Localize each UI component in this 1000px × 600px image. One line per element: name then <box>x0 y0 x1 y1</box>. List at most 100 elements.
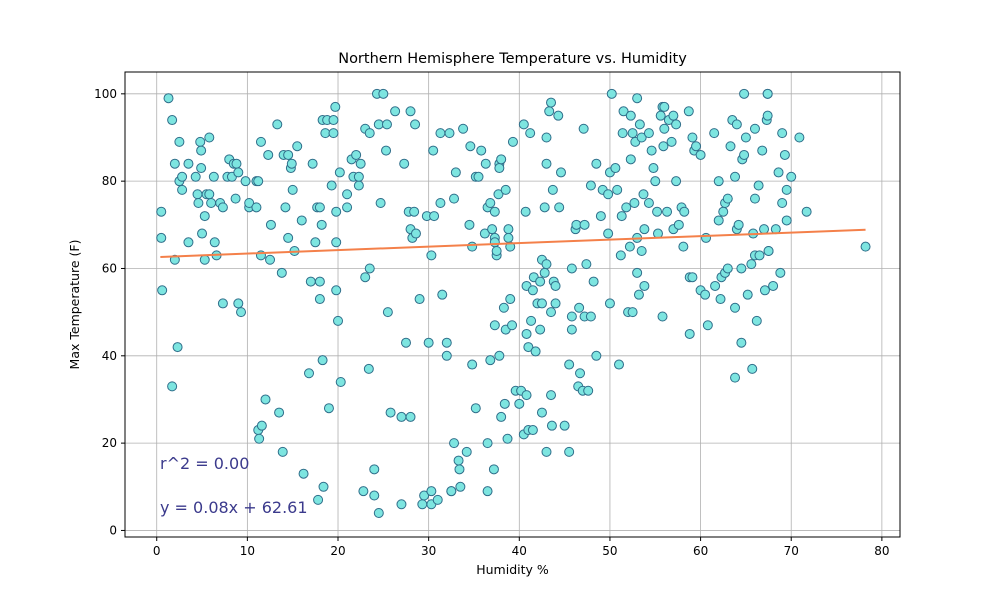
data-point <box>730 302 741 313</box>
data-point <box>435 197 446 208</box>
data-point <box>426 250 437 261</box>
data-point <box>236 307 247 318</box>
data-point <box>381 119 392 130</box>
data-point <box>536 298 547 309</box>
data-point <box>446 486 457 497</box>
data-point <box>283 149 294 160</box>
y-tick-label: 20 <box>102 436 117 450</box>
data-point <box>499 398 510 409</box>
data-point <box>666 136 677 147</box>
data-point <box>405 106 416 117</box>
data-point <box>414 294 425 305</box>
data-point <box>643 128 654 139</box>
data-point <box>482 438 493 449</box>
data-point <box>183 158 194 169</box>
data-point <box>331 285 342 296</box>
data-point <box>763 246 774 257</box>
data-point <box>419 490 430 501</box>
data-point <box>287 184 298 195</box>
data-point <box>449 193 460 204</box>
data-point <box>521 390 532 401</box>
data-point <box>286 158 297 169</box>
data-point <box>263 149 274 160</box>
data-point <box>553 110 564 121</box>
x-tick-label: 80 <box>874 544 889 558</box>
data-point <box>627 128 638 139</box>
data-point <box>786 171 797 182</box>
data-point <box>564 446 575 457</box>
data-point <box>503 224 514 235</box>
data-point <box>781 215 792 226</box>
data-point <box>546 97 557 108</box>
data-point <box>296 215 307 226</box>
data-point <box>333 315 344 326</box>
data-point <box>566 311 577 322</box>
data-point <box>485 355 496 366</box>
data-point <box>328 115 339 126</box>
data-point <box>768 280 779 291</box>
data-point <box>409 206 420 217</box>
data-point <box>382 307 393 318</box>
data-point <box>342 202 353 213</box>
data-point <box>801 206 812 217</box>
data-point <box>500 184 511 195</box>
data-point <box>455 481 466 492</box>
data-point <box>555 167 566 178</box>
data-point <box>323 403 334 414</box>
data-point <box>260 394 271 405</box>
data-point <box>541 158 552 169</box>
data-point <box>777 128 788 139</box>
data-point <box>546 390 557 401</box>
data-point <box>746 259 757 270</box>
data-point <box>190 171 201 182</box>
data-point <box>736 263 747 274</box>
data-point <box>342 189 353 200</box>
data-point <box>633 289 644 300</box>
data-point <box>718 206 729 217</box>
data-point <box>550 280 561 291</box>
data-point <box>571 219 582 230</box>
data-point <box>441 350 452 361</box>
data-point <box>546 307 557 318</box>
data-point <box>283 232 294 243</box>
axis-ticks: 0 10 20 30 40 50 60 70 80 0 20 40 60 80 100 <box>94 87 889 558</box>
data-point <box>742 289 753 300</box>
data-point <box>231 158 242 169</box>
data-point <box>410 228 421 239</box>
data-point <box>702 320 713 331</box>
data-point <box>479 228 490 239</box>
data-point <box>616 211 627 222</box>
data-point <box>643 197 654 208</box>
y-tick-label: 100 <box>94 87 117 101</box>
data-point <box>578 123 589 134</box>
data-point <box>595 211 606 222</box>
data-point <box>177 184 188 195</box>
data-point <box>378 88 389 99</box>
data-point <box>713 215 724 226</box>
data-point <box>588 276 599 287</box>
data-point <box>292 141 303 152</box>
data-point <box>253 176 264 187</box>
data-point <box>527 285 538 296</box>
data-point <box>634 119 645 130</box>
data-point <box>535 324 546 335</box>
data-point <box>671 176 682 187</box>
data-point <box>280 202 291 213</box>
data-point <box>305 276 316 287</box>
data-point <box>482 486 493 497</box>
data-point <box>480 158 491 169</box>
data-point <box>169 254 180 265</box>
y-tick-label: 60 <box>102 261 117 275</box>
regression-line <box>160 228 866 258</box>
data-point <box>502 433 513 444</box>
data-point <box>559 420 570 431</box>
x-tick-label: 40 <box>512 544 527 558</box>
data-point <box>627 307 638 318</box>
data-point <box>399 158 410 169</box>
data-point <box>618 106 629 117</box>
data-point <box>625 154 636 165</box>
data-point <box>679 206 690 217</box>
data-point <box>199 211 210 222</box>
data-point <box>396 411 407 422</box>
data-point <box>156 206 167 217</box>
